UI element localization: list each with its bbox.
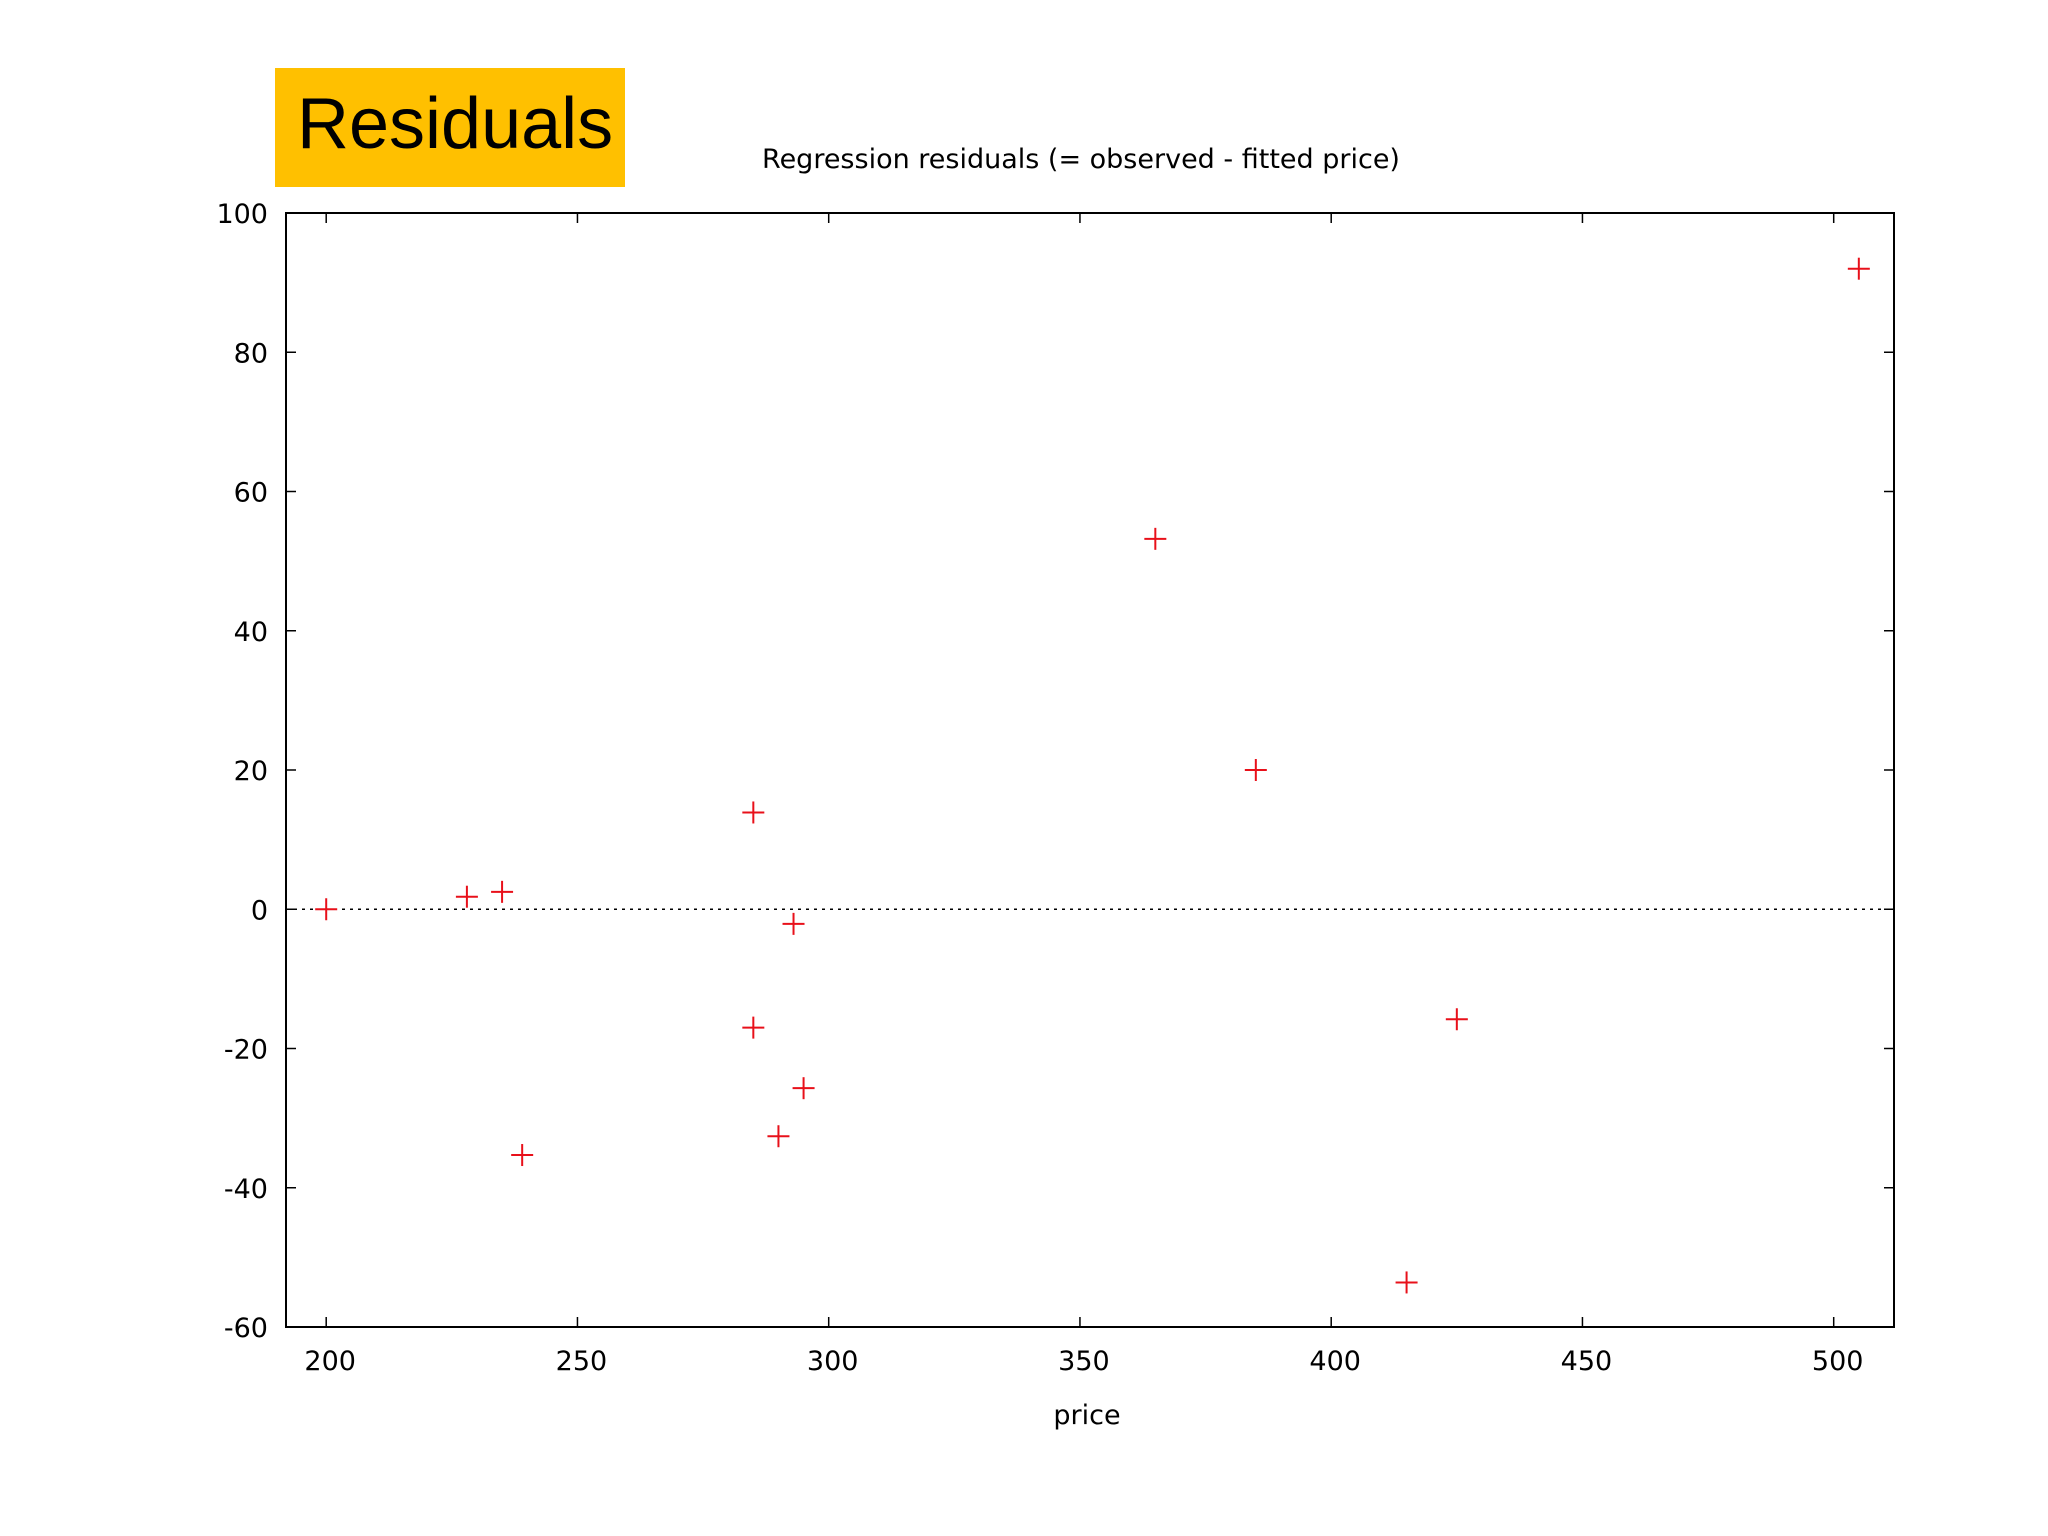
data-point: [1144, 527, 1167, 550]
x-tick-label: 350: [1058, 1346, 1110, 1377]
y-tick-label: 20: [234, 756, 268, 787]
x-tick-label: 400: [1309, 1346, 1361, 1377]
data-point: [792, 1077, 815, 1100]
x-tick-label: 500: [1812, 1346, 1864, 1377]
chart-title: Regression residuals (= observed - fitte…: [762, 144, 1400, 175]
data-point: [742, 801, 765, 824]
data-point: [511, 1144, 534, 1167]
data-point: [1847, 257, 1870, 280]
data-point: [455, 885, 478, 908]
x-tick-label: 250: [556, 1346, 608, 1377]
y-tick-label: 100: [216, 199, 268, 230]
y-tick-label: -20: [224, 1035, 268, 1066]
data-point: [742, 1016, 765, 1039]
data-point: [491, 880, 514, 903]
y-tick-label: 0: [251, 895, 268, 926]
y-tick-label: -60: [224, 1313, 268, 1344]
plot-frame: [285, 212, 1895, 1328]
y-axis-ticks: -60 -40 -20 0 20 40 60 80 100: [216, 199, 1894, 1344]
data-point: [315, 898, 338, 921]
y-tick-label: 40: [234, 617, 268, 648]
x-tick-label: 450: [1561, 1346, 1613, 1377]
y-tick-label: 60: [234, 478, 268, 509]
data-point: [1244, 759, 1267, 781]
slide-title-box: Residuals: [275, 68, 625, 187]
x-axis-ticks: 200 250 300 350 400 450 500: [304, 213, 1863, 1377]
data-points: [315, 257, 1870, 1294]
y-tick-label: -40: [224, 1174, 268, 1205]
data-point: [767, 1125, 790, 1148]
data-point: [1445, 1008, 1468, 1031]
x-tick-label: 200: [304, 1346, 356, 1377]
x-axis-label: price: [1053, 1400, 1120, 1431]
slide-title: Residuals: [297, 84, 614, 164]
data-point: [1395, 1271, 1418, 1294]
data-point: [782, 912, 805, 935]
y-tick-label: 80: [234, 338, 268, 369]
x-tick-label: 300: [807, 1346, 859, 1377]
